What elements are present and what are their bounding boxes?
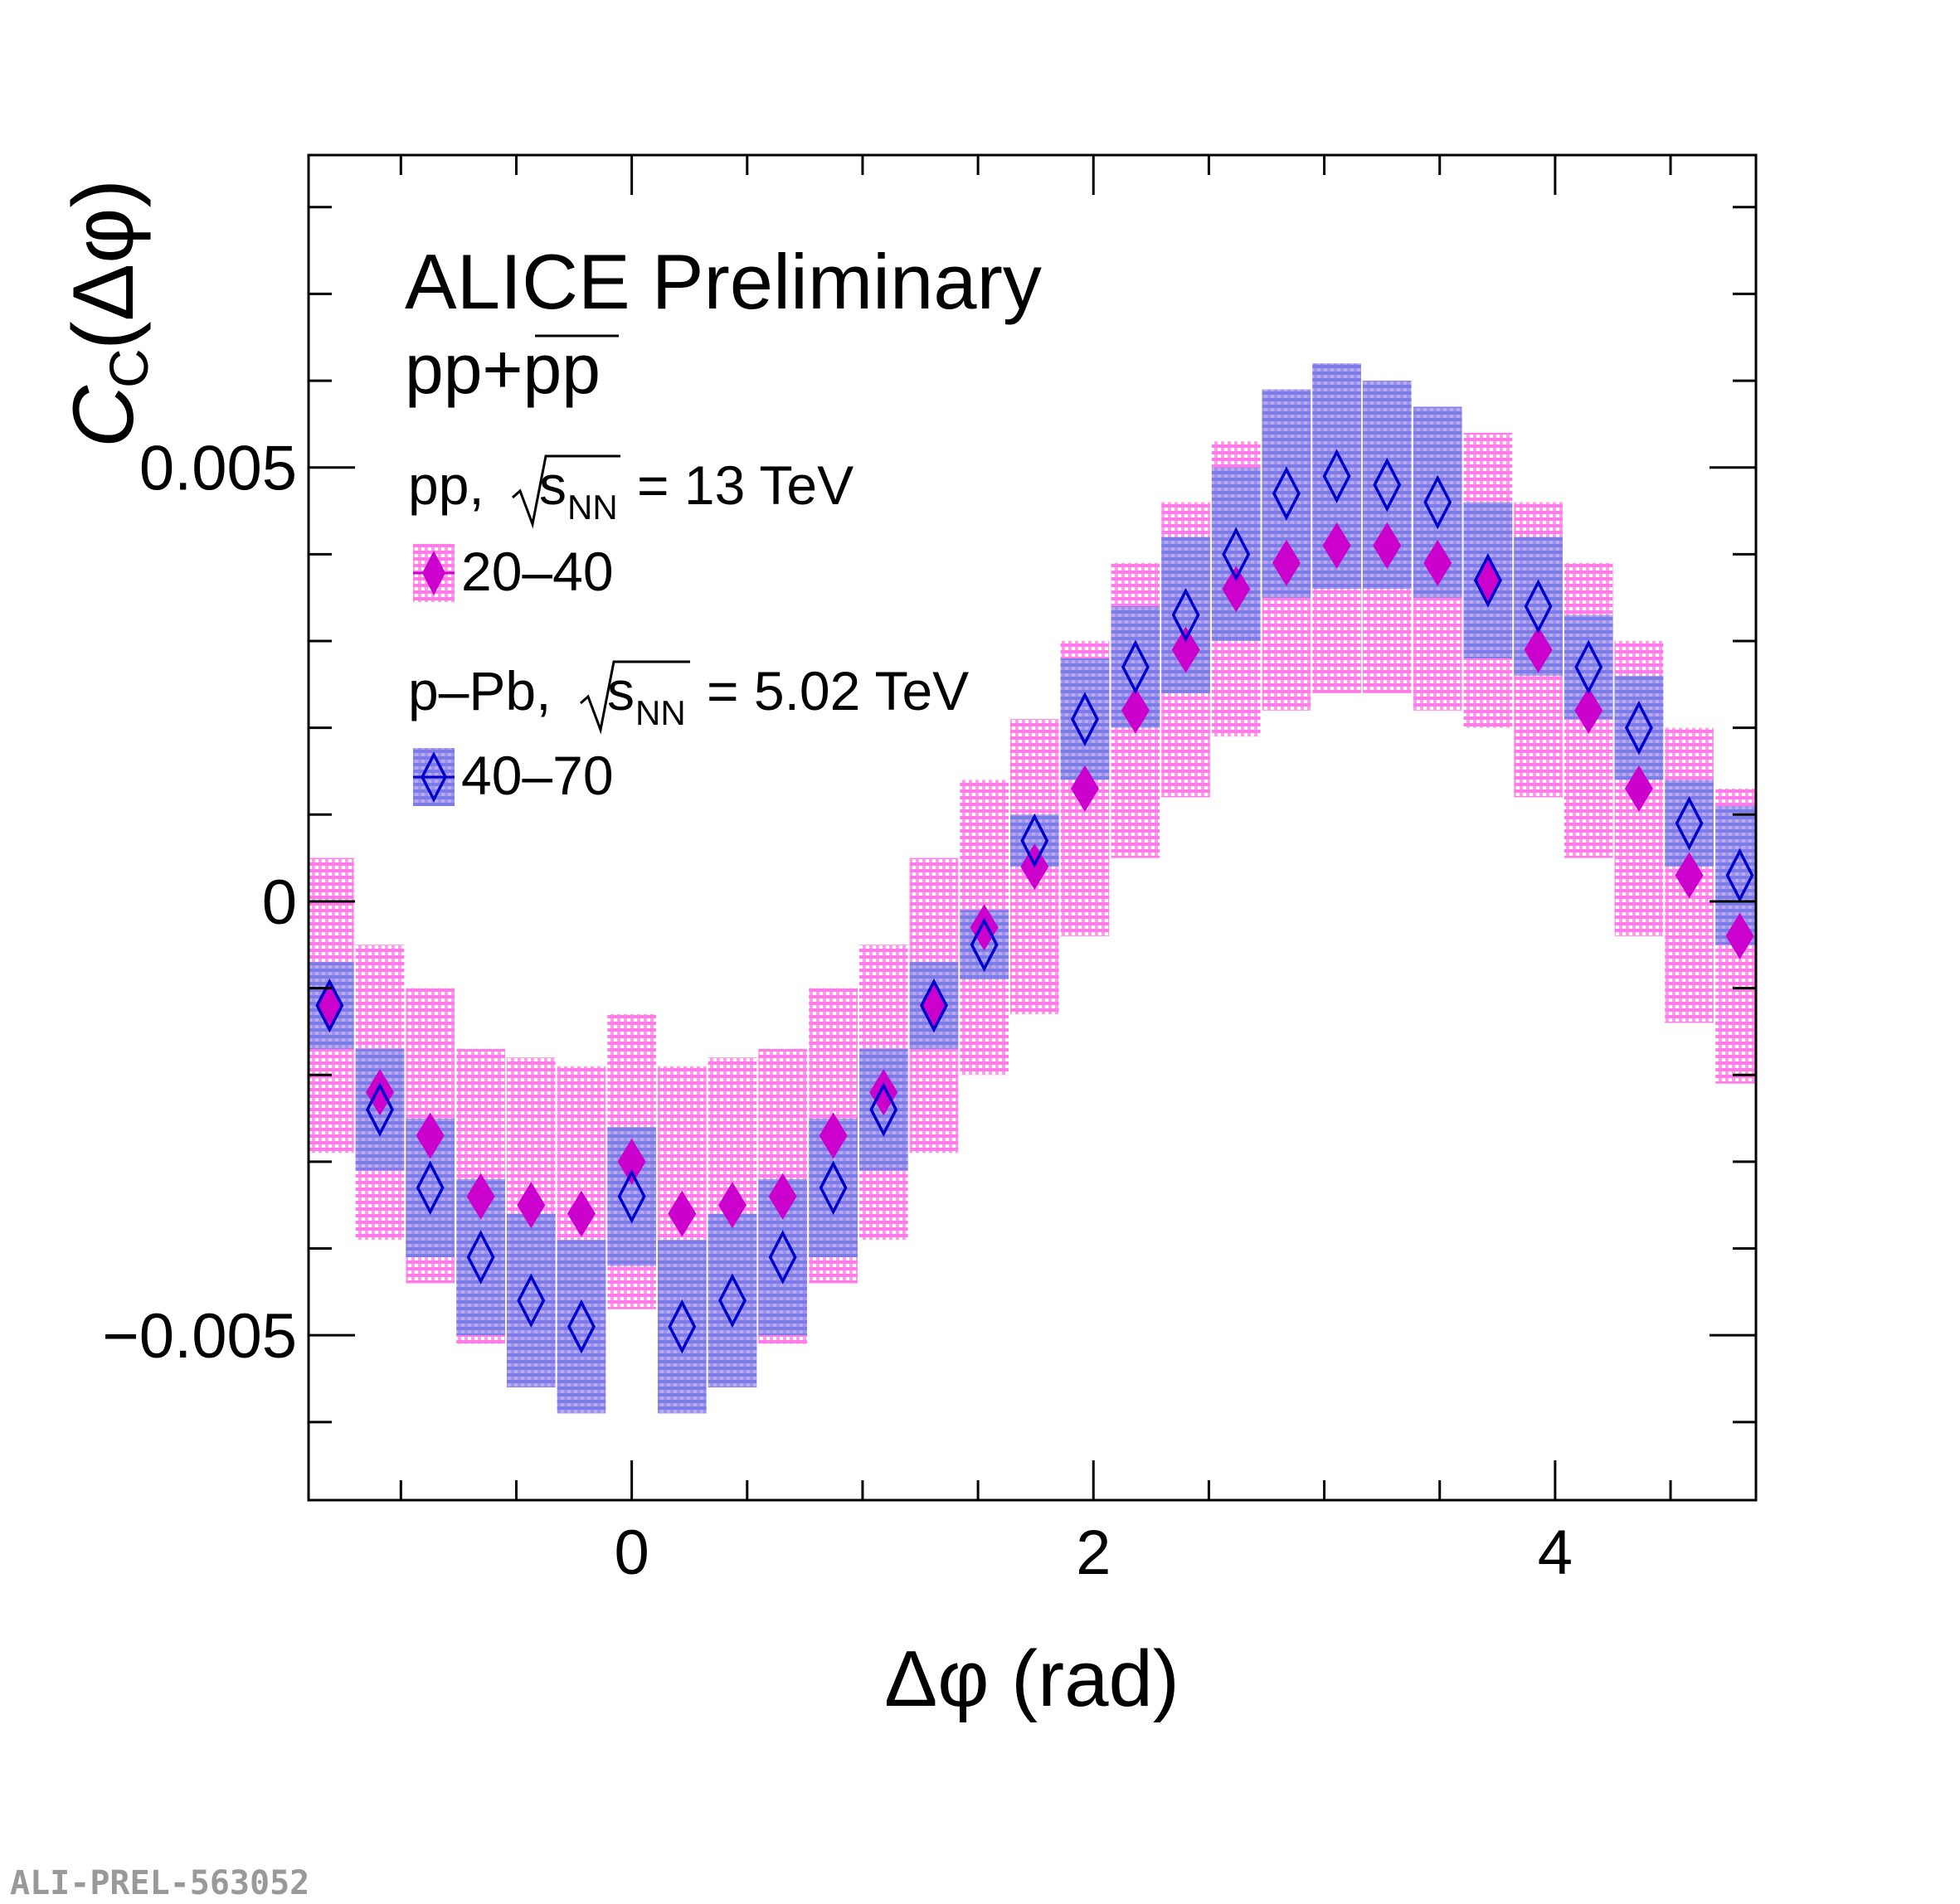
data-point-20-40 — [1423, 539, 1452, 586]
data-point-40-70 — [718, 1273, 747, 1328]
data-point-40-70 — [617, 1168, 646, 1224]
data-point-20-40 — [1624, 765, 1653, 812]
syst-box — [1060, 658, 1110, 780]
data-point-20-40 — [1725, 912, 1754, 959]
data-point-20-40 — [1524, 626, 1553, 673]
data-point-40-70 — [1171, 587, 1200, 643]
data-point-40-70 — [1574, 639, 1603, 695]
chart-title: ALICE Preliminary — [405, 238, 1042, 325]
x-tick-label: 2 — [1076, 1518, 1111, 1588]
data-point-20-40 — [668, 1190, 697, 1237]
svg-text:C: C — [98, 348, 159, 388]
data-point-20-40 — [365, 1069, 394, 1116]
data-point-40-70 — [1070, 692, 1099, 747]
filled-diamond-icon — [422, 551, 445, 595]
data-point-20-40 — [416, 1112, 445, 1159]
data-point-20-40 — [1171, 626, 1200, 673]
legend: pp, s NN = 13 TeV 20–40 p–Pb, s NN = 5.0… — [408, 454, 969, 806]
data-point-20-40 — [1675, 852, 1704, 899]
svg-text:C: C — [56, 385, 152, 448]
plot-frame — [307, 153, 1758, 1502]
syst-box — [506, 1213, 556, 1387]
data-point-20-40 — [567, 1190, 596, 1237]
data-point-40-70 — [517, 1273, 546, 1328]
data-point-20-40 — [869, 1069, 898, 1116]
data-point-20-40 — [517, 1182, 546, 1229]
sqrt-sub: NN — [635, 693, 686, 732]
data-point-20-40 — [1121, 687, 1150, 734]
tick-labels: 0 2 4 0.005 0 −0.005 — [102, 434, 1573, 1588]
data-point-40-70 — [819, 1160, 848, 1216]
legend-series-1: 20–40 — [461, 541, 614, 602]
svg-text:(Δφ): (Δφ) — [56, 179, 152, 350]
data-point-20-40 — [717, 1182, 747, 1229]
y-tick-label: 0.005 — [139, 434, 297, 504]
chart-subtitle: pp+pp — [405, 330, 601, 408]
data-markers — [315, 449, 1754, 1354]
y-tick-label: 0 — [262, 867, 297, 938]
legend-group2-energy: = 5.02 TeV — [707, 660, 969, 721]
data-point-40-70 — [1272, 466, 1301, 521]
x-axis-label: Δφ (rad) — [884, 1634, 1179, 1723]
data-point-40-70 — [1524, 579, 1553, 634]
axis-ticks — [309, 155, 1756, 1500]
data-point-40-70 — [416, 1160, 445, 1216]
systematic-boxes — [309, 363, 1756, 1414]
data-point-40-70 — [1624, 700, 1653, 755]
syst-box — [1614, 675, 1664, 780]
sqrt-icon — [580, 660, 690, 735]
sqrt-sub: NN — [567, 488, 618, 527]
y-axis-label: C C (Δφ) — [56, 179, 159, 448]
data-point-40-70 — [668, 1299, 697, 1354]
data-point-40-70 — [1473, 552, 1502, 608]
data-point-40-70 — [315, 978, 344, 1033]
legend-group1-label: pp, — [408, 454, 484, 516]
syst-box — [557, 1240, 606, 1414]
data-point-40-70 — [919, 978, 948, 1033]
watermark: ALI-PREL-563052 — [10, 1864, 309, 1902]
data-point-40-70 — [1373, 457, 1402, 512]
legend-series-2: 40–70 — [461, 745, 614, 806]
x-tick-label: 0 — [614, 1518, 649, 1588]
data-point-20-40 — [1373, 522, 1402, 569]
data-point-40-70 — [768, 1230, 797, 1285]
legend-group2-label: p–Pb, — [408, 660, 551, 721]
data-point-40-70 — [466, 1230, 495, 1285]
data-point-40-70 — [1725, 848, 1754, 903]
data-point-40-70 — [1222, 527, 1251, 582]
data-point-20-40 — [1574, 687, 1603, 734]
data-point-20-40 — [1222, 566, 1251, 613]
data-point-40-70 — [869, 1082, 898, 1137]
open-diamond-icon — [421, 751, 447, 803]
data-point-20-40 — [466, 1173, 495, 1220]
data-point-40-70 — [366, 1082, 394, 1137]
data-point-20-40 — [1272, 539, 1301, 586]
data-point-40-70 — [1020, 813, 1049, 868]
data-point-20-40 — [819, 1112, 848, 1159]
sqrt-s: s — [539, 454, 567, 516]
syst-box — [708, 1213, 757, 1387]
x-tick-label: 4 — [1538, 1518, 1573, 1588]
sqrt-icon — [512, 454, 620, 529]
legend-group1-energy: = 13 TeV — [637, 454, 854, 516]
data-point-20-40 — [1322, 522, 1351, 569]
data-point-20-40 — [617, 1138, 646, 1185]
data-point-40-70 — [1322, 449, 1351, 503]
data-point-40-70 — [970, 917, 999, 973]
data-point-20-40 — [1070, 765, 1099, 812]
syst-box — [657, 1240, 707, 1414]
data-point-40-70 — [567, 1299, 596, 1354]
sqrt-s: s — [607, 660, 635, 721]
data-point-20-40 — [970, 904, 999, 951]
data-point-40-70 — [1121, 639, 1150, 695]
y-tick-label: −0.005 — [102, 1301, 297, 1372]
data-point-40-70 — [1423, 474, 1452, 530]
data-point-40-70 — [1675, 795, 1704, 851]
data-point-20-40 — [768, 1173, 797, 1220]
syst-box — [1211, 467, 1261, 642]
